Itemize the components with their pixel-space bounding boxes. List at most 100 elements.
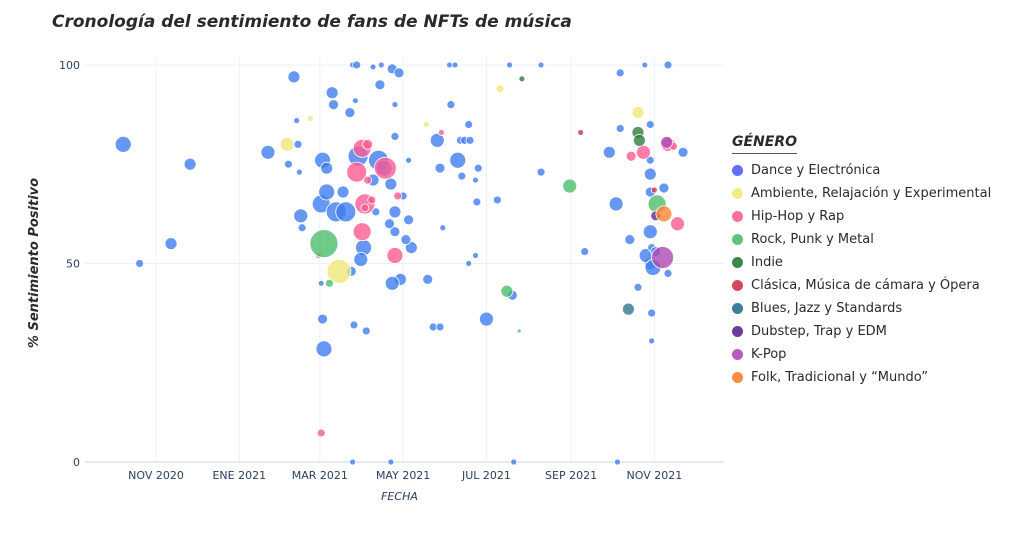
- legend-item[interactable]: Rock, Punk y Metal: [732, 228, 991, 251]
- data-point: [495, 84, 505, 94]
- data-point: [317, 279, 325, 287]
- data-point: [405, 156, 412, 164]
- data-point: [360, 203, 370, 213]
- data-point: [660, 135, 674, 149]
- data-point: [404, 241, 418, 254]
- data-point: [631, 106, 645, 119]
- data-point: [315, 340, 333, 358]
- x-tick-label: SEP 2021: [545, 469, 597, 482]
- legend-item[interactable]: Indie: [732, 251, 991, 274]
- legend-item[interactable]: Ambiente, Relajación y Experimental: [732, 182, 991, 205]
- data-point: [473, 163, 483, 173]
- data-point: [317, 313, 328, 325]
- data-point: [472, 252, 479, 259]
- series-k-pop: [651, 135, 674, 269]
- data-point: [437, 129, 445, 136]
- series-indie: [518, 75, 646, 147]
- data-point: [306, 115, 314, 122]
- y-axis-title: % Sentimiento Positivo: [27, 178, 42, 348]
- data-point: [297, 223, 307, 233]
- data-point: [391, 101, 399, 109]
- data-point: [518, 75, 526, 83]
- data-point: [309, 229, 339, 259]
- data-point: [651, 246, 674, 269]
- data-point: [663, 60, 673, 70]
- data-point: [328, 99, 339, 111]
- data-point: [632, 133, 646, 147]
- data-point: [580, 247, 590, 256]
- legend-marker-icon: [732, 211, 743, 222]
- data-point: [479, 311, 494, 327]
- legend-item[interactable]: K-Pop: [732, 343, 991, 366]
- data-point: [316, 428, 326, 438]
- data-point: [622, 302, 635, 316]
- data-point: [615, 68, 625, 78]
- data-point: [602, 145, 616, 159]
- legend-marker-icon: [732, 280, 743, 291]
- data-point: [114, 135, 132, 153]
- data-point: [647, 308, 657, 318]
- data-point: [387, 458, 395, 466]
- data-point: [260, 144, 276, 160]
- data-point: [351, 97, 359, 105]
- data-point: [384, 275, 400, 291]
- data-point: [658, 182, 670, 194]
- data-point: [318, 183, 336, 201]
- data-point: [400, 234, 412, 246]
- legend-label: Clásica, Música de cámara y Ópera: [751, 278, 980, 293]
- data-point: [643, 167, 657, 181]
- data-point: [349, 458, 357, 466]
- legend-item[interactable]: Dubstep, Trap y EDM: [732, 320, 991, 343]
- legend-label: Rock, Punk y Metal: [751, 232, 874, 247]
- data-point: [374, 79, 386, 91]
- x-tick-label: ENE 2021: [212, 469, 266, 482]
- data-point: [614, 458, 621, 466]
- data-point: [295, 168, 303, 176]
- legend-marker-icon: [732, 372, 743, 383]
- legend-marker-icon: [732, 165, 743, 176]
- data-point: [344, 107, 356, 118]
- legend-item[interactable]: Clásica, Música de cámara y Ópera: [732, 274, 991, 297]
- data-point: [164, 237, 178, 251]
- data-point: [624, 234, 636, 246]
- legend-item[interactable]: Blues, Jazz y Standards: [732, 297, 991, 320]
- data-point: [361, 326, 371, 336]
- data-point: [377, 61, 385, 69]
- data-point: [439, 224, 447, 232]
- data-point: [287, 70, 301, 84]
- x-tick-label: NOV 2020: [128, 469, 184, 482]
- data-point: [536, 167, 546, 177]
- data-point: [422, 273, 434, 285]
- data-point: [352, 60, 362, 70]
- data-point: [326, 259, 352, 284]
- data-point: [325, 278, 334, 288]
- legend-label: Blues, Jazz y Standards: [751, 301, 903, 316]
- x-tick-label: MAY 2021: [376, 469, 430, 482]
- data-point: [472, 197, 482, 207]
- x-tick-label: JUL 2021: [461, 469, 511, 482]
- x-axis-title: FECHA: [381, 490, 418, 503]
- legend-item[interactable]: Dance y Electrónica: [732, 159, 991, 182]
- legend-marker-icon: [732, 234, 743, 245]
- data-point: [367, 195, 377, 205]
- data-point: [465, 260, 473, 267]
- legend-label: Indie: [751, 255, 783, 270]
- data-point: [562, 178, 578, 194]
- data-point: [346, 161, 368, 183]
- data-point: [403, 214, 414, 226]
- data-point: [386, 247, 404, 264]
- data-point: [293, 117, 301, 124]
- legend-item[interactable]: Folk, Tradicional y “Mundo”: [732, 366, 991, 389]
- y-tick-label: 100: [59, 59, 80, 72]
- data-point: [625, 150, 637, 162]
- data-point: [636, 144, 651, 160]
- data-point: [492, 195, 502, 205]
- legend: GÉNERO Dance y Electrónica Ambiente, Rela…: [732, 134, 991, 389]
- data-point: [451, 61, 459, 69]
- data-point: [393, 67, 405, 79]
- legend-item[interactable]: Hip-Hop y Rap: [732, 205, 991, 228]
- y-tick-label: 50: [66, 257, 80, 270]
- data-point: [537, 61, 545, 69]
- data-point: [650, 186, 658, 194]
- data-point: [645, 120, 655, 129]
